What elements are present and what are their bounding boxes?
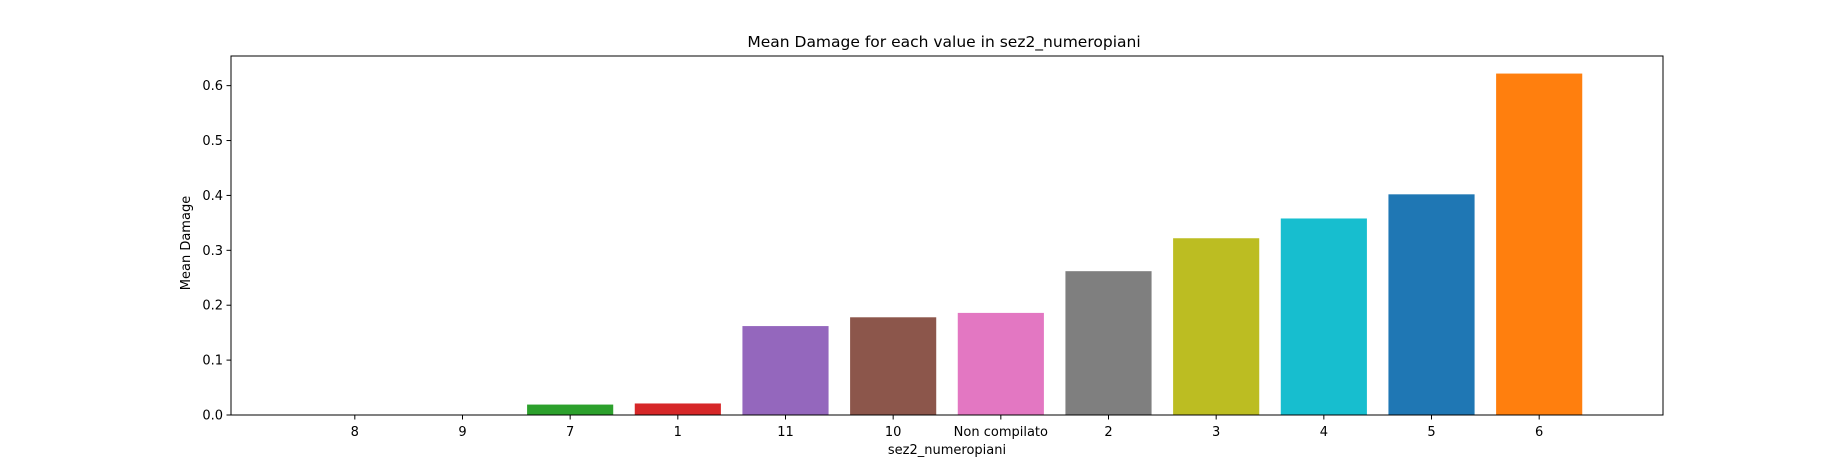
bar-2 [1065, 271, 1152, 415]
x-tick-label: 8 [351, 425, 359, 440]
y-tick-label: 0.6 [202, 79, 223, 94]
x-tick-label: 7 [566, 425, 574, 440]
bar-11 [742, 326, 829, 415]
bars-group [527, 73, 1583, 416]
bar-non-compilato [957, 312, 1044, 415]
y-tick-label: 0.1 [202, 354, 223, 369]
y-tick-label: 0.3 [202, 244, 223, 259]
y-axis: 0.0 0.1 0.2 0.3 0.4 0.5 0.6 [202, 79, 231, 424]
x-tick-label: 9 [458, 425, 466, 440]
x-tick-label: 1 [674, 425, 682, 440]
x-tick-label: 2 [1104, 425, 1112, 440]
y-tick-label: 0.4 [202, 189, 223, 204]
y-tick-label: 0.0 [202, 409, 223, 424]
x-tick-label: 11 [777, 425, 794, 440]
bar-10 [850, 317, 937, 415]
x-tick-label: 10 [885, 425, 902, 440]
bar-7 [527, 404, 614, 415]
x-axis: 8 9 7 1 11 10 Non compilato 2 3 4 5 6 [351, 415, 1543, 440]
x-tick-label: 5 [1427, 425, 1435, 440]
x-tick-label: 3 [1212, 425, 1220, 440]
bar-3 [1173, 238, 1260, 415]
bar-6 [1496, 73, 1583, 416]
y-axis-title: Mean Damage [179, 196, 194, 290]
chart-title: Mean Damage for each value in sez2_numer… [747, 33, 1140, 52]
y-tick-label: 0.5 [202, 134, 223, 149]
plot-frame [230, 55, 1664, 416]
x-axis-title: sez2_numeropiani [888, 443, 1006, 458]
bar-1 [634, 403, 721, 415]
bar-5 [1388, 194, 1475, 415]
y-tick-label: 0.2 [202, 299, 223, 314]
x-tick-label: Non compilato [954, 425, 1048, 440]
x-tick-label: 6 [1535, 425, 1543, 440]
x-tick-label: 4 [1320, 425, 1328, 440]
bar-4 [1280, 218, 1367, 415]
